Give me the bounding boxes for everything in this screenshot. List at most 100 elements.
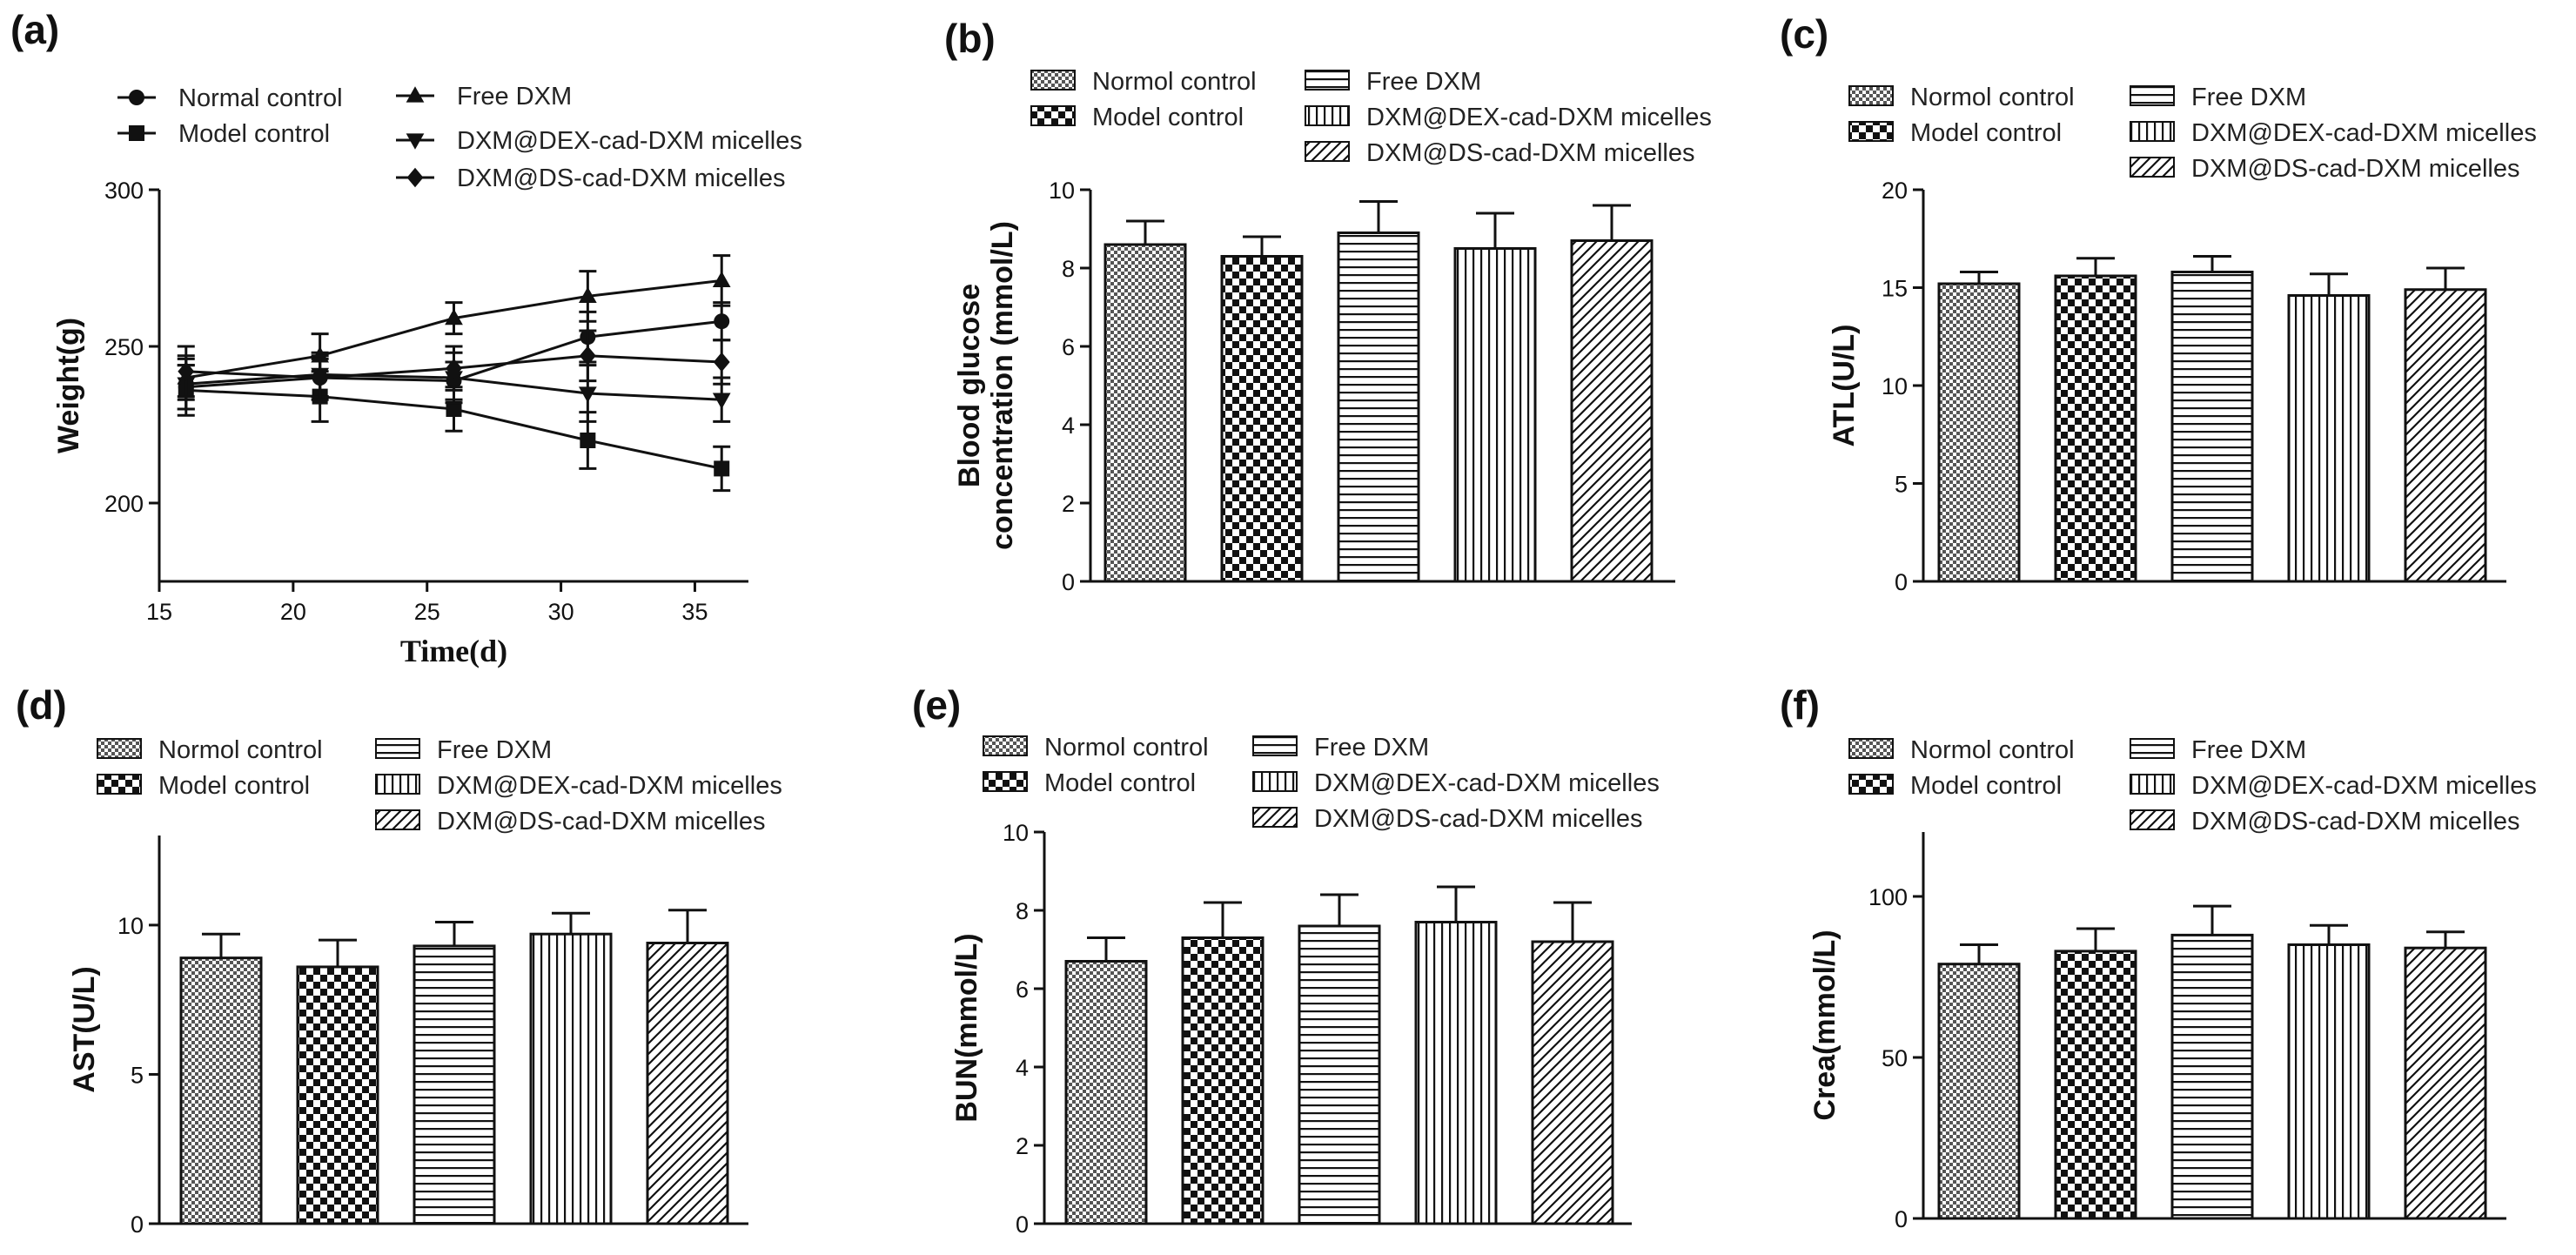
- y-axis-title: Crea(mmol/L): [1808, 930, 1841, 1120]
- legend-label: Normol control: [1910, 736, 2075, 764]
- bar: [1937, 963, 2021, 1220]
- legend-label: DXM@DEX-cad-DXM micelles: [1366, 104, 1712, 131]
- bar-group: [1181, 901, 1265, 1225]
- legend-label: Free DXM: [457, 83, 572, 111]
- y-tick-label: 20: [1882, 178, 1908, 204]
- y-tick-label: 0: [131, 1211, 144, 1238]
- data-point: [445, 308, 463, 325]
- bar-group: [2170, 255, 2254, 583]
- bar: [1570, 239, 1654, 583]
- data-point: [712, 393, 731, 409]
- chart-d-ast: 0 5 10 AST(U/L) Normol control Model control F…: [68, 736, 782, 1238]
- legend-marker: [406, 133, 425, 150]
- legend-marker: [406, 167, 424, 188]
- bar: [2170, 271, 2254, 583]
- legend-item: Normol control: [1030, 68, 1257, 96]
- y-tick-label: 0: [1016, 1211, 1029, 1238]
- bar-group: [1414, 885, 1498, 1225]
- series-4: [177, 329, 731, 401]
- bar: [2404, 288, 2487, 583]
- legend-item: Model control: [97, 772, 310, 800]
- bar-group: [529, 911, 613, 1225]
- legend-item: Normol control: [1848, 736, 2075, 764]
- bar-group: [2287, 923, 2371, 1220]
- legend-swatch: [2130, 121, 2175, 142]
- bar: [413, 944, 496, 1225]
- y-tick-label: 4: [1016, 1055, 1029, 1081]
- bar-group: [413, 920, 496, 1225]
- legend-item: Model control: [983, 769, 1196, 797]
- bar: [1181, 936, 1265, 1225]
- data-point: [178, 361, 195, 382]
- legend-item: Normol control: [1848, 84, 2075, 111]
- legend-swatch: [983, 771, 1028, 792]
- bar-group: [179, 932, 263, 1225]
- legend-label: Model control: [1092, 104, 1244, 131]
- legend-swatch: [2130, 157, 2175, 178]
- legend-item: Free DXM: [375, 736, 552, 764]
- legend-swatch: [2130, 85, 2175, 106]
- legend-item: Model control: [1848, 772, 2062, 800]
- y-tick-label: 8: [1062, 256, 1075, 282]
- y-tick-label: 200: [104, 491, 144, 517]
- data-point: [580, 433, 596, 448]
- legend-swatch: [1848, 85, 1894, 106]
- bar-group: [1570, 204, 1654, 583]
- legend-swatch: [1252, 735, 1298, 756]
- legend-label: Free DXM: [1314, 734, 1429, 762]
- bar-group: [1531, 901, 1614, 1225]
- bar: [296, 965, 379, 1225]
- data-point: [712, 271, 731, 288]
- bar-group: [2170, 904, 2254, 1220]
- y-tick-label: 8: [1016, 898, 1029, 924]
- legend-swatch: [2130, 738, 2175, 759]
- bar-group: [1937, 271, 2021, 583]
- data-point: [579, 346, 596, 366]
- legend-label: DXM@DS-cad-DXM micelles: [1366, 139, 1694, 167]
- legend-label: Model control: [178, 120, 330, 148]
- y-axis-title: AST(U/L): [68, 966, 101, 1092]
- legend-label: Free DXM: [2191, 736, 2306, 764]
- legend-label: DXM@DEX-cad-DXM micelles: [2191, 772, 2537, 800]
- bar: [2170, 933, 2254, 1220]
- bar-group: [1064, 936, 1148, 1225]
- y-tick-label: 10: [1049, 178, 1075, 204]
- legend-swatch: [375, 774, 420, 795]
- legend-item: DXM@DEX-cad-DXM micelles: [1252, 769, 1660, 797]
- legend-label: Normol control: [1044, 734, 1209, 762]
- legend-swatch: [2130, 809, 2175, 830]
- bar-group: [1220, 235, 1304, 583]
- chart-c-atl: 0 5 10 15 20 ATL(U/L) Normol control Model cont…: [1828, 84, 2537, 595]
- panel-label-c: (c): [1780, 11, 1828, 57]
- legend-swatch: [983, 735, 1028, 756]
- y-axis-title: Weight(g): [52, 318, 85, 453]
- bar-group: [1937, 943, 2021, 1220]
- x-axis-title: Time(d): [400, 634, 507, 668]
- bar: [2054, 950, 2137, 1220]
- y-axis-title-line1: Blood glucose: [953, 284, 986, 487]
- legend-label: Normal control: [178, 84, 343, 112]
- y-tick-label: 50: [1882, 1045, 1908, 1071]
- legend-item: DXM@DS-cad-DXM micelles: [375, 808, 765, 836]
- legend-label: Model control: [158, 772, 310, 800]
- bar: [1220, 255, 1304, 583]
- legend-label: DXM@DEX-cad-DXM micelles: [1314, 769, 1660, 797]
- x-tick-label: 20: [280, 599, 306, 625]
- bar: [1937, 282, 2021, 583]
- chart-e-bun: 0 2 4 6 8 10 BUN(mmol/L) Normol control Model co…: [950, 734, 1660, 1238]
- y-tick-label: 2: [1062, 491, 1075, 517]
- bar: [1453, 247, 1537, 583]
- legend-label: Normol control: [1092, 68, 1257, 96]
- x-tick-label: 25: [414, 599, 440, 625]
- legend-label: Model control: [1910, 772, 2062, 800]
- data-point: [713, 352, 730, 372]
- y-tick-label: 10: [1003, 820, 1029, 846]
- legend-item: Free DXM: [2130, 736, 2306, 764]
- bar: [179, 956, 263, 1225]
- legend-item: Normal control: [117, 84, 343, 112]
- legend-label: Free DXM: [2191, 84, 2306, 111]
- bar-group: [1453, 211, 1537, 583]
- bar: [2054, 274, 2137, 583]
- y-tick-label: 250: [104, 334, 144, 360]
- legend-swatch: [1305, 70, 1350, 91]
